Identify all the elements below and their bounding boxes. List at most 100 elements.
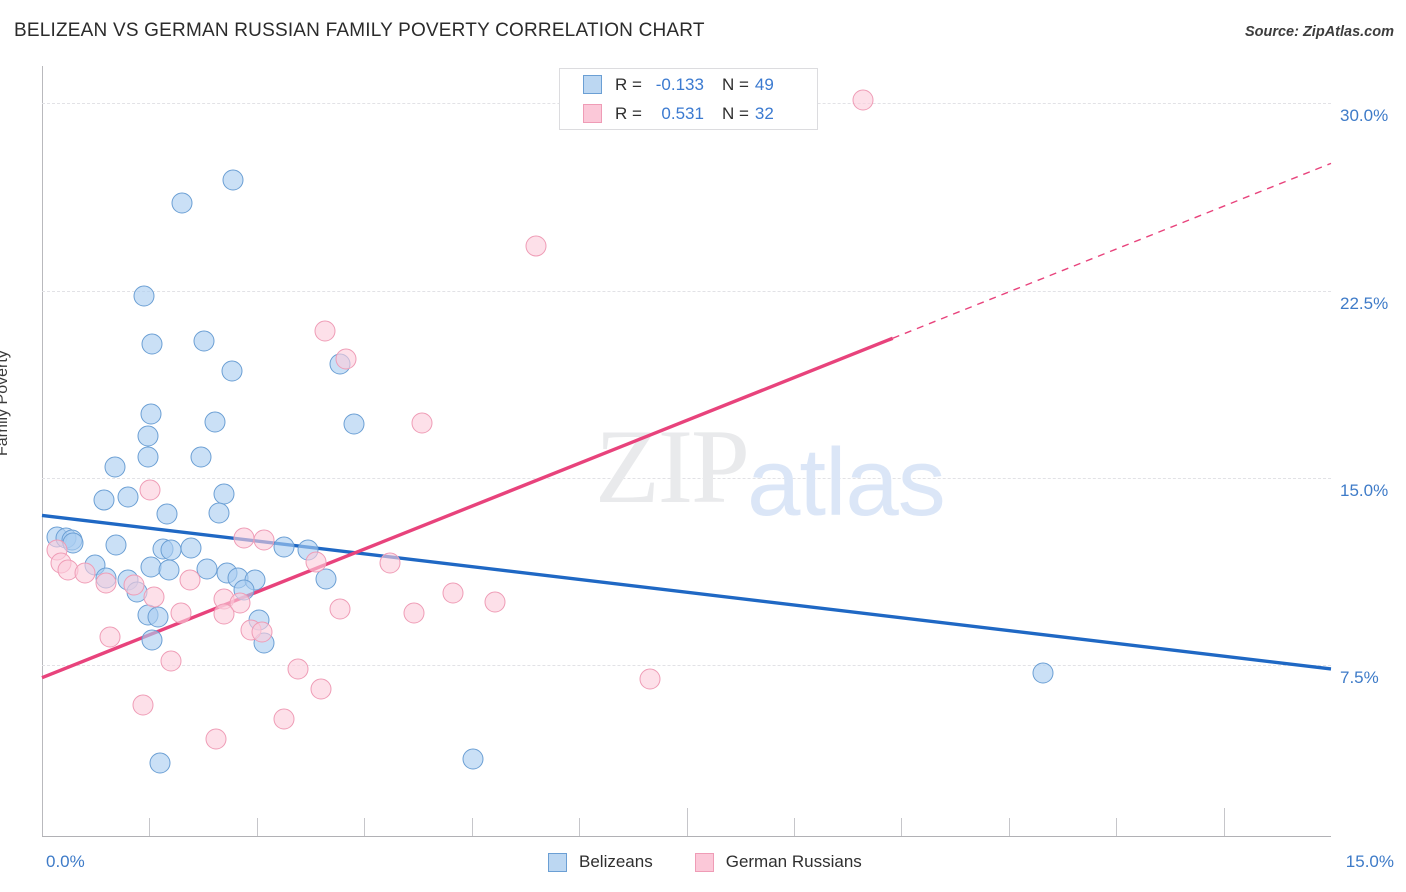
scatter-point xyxy=(137,425,159,447)
scatter-point xyxy=(99,626,121,647)
gridline xyxy=(42,665,1331,667)
scatter-point xyxy=(149,752,171,774)
stats-r-label-blue: R = xyxy=(615,74,642,94)
scatter-point xyxy=(852,89,874,111)
stats-r-label-pink: R = xyxy=(615,103,642,123)
page-title: BELIZEAN VS GERMAN RUSSIAN FAMILY POVERT… xyxy=(14,20,705,41)
legend-swatch xyxy=(548,852,567,872)
legend-label: Belizeans xyxy=(579,852,653,871)
scatter-point xyxy=(305,551,327,573)
scatter-point xyxy=(140,403,162,425)
scatter-point xyxy=(180,537,202,559)
scatter-point xyxy=(117,486,139,508)
scatter-point xyxy=(379,552,401,574)
scatter-point xyxy=(171,192,193,214)
y-axis-line xyxy=(42,66,43,836)
plot-area: ZIP atlas xyxy=(41,66,1332,836)
scatter-point xyxy=(93,489,115,511)
x-axis-line xyxy=(42,836,1331,837)
scatter-point xyxy=(143,586,165,608)
scatter-point xyxy=(190,446,212,468)
scatter-point xyxy=(95,572,117,594)
scatter-point xyxy=(403,602,425,624)
scatter-point xyxy=(123,574,145,596)
scatter-point xyxy=(639,668,661,690)
stats-r-value-blue: -0.133 xyxy=(655,74,704,94)
scatter-point xyxy=(179,569,201,591)
scatter-point xyxy=(193,330,215,352)
scatter-point xyxy=(141,333,163,355)
scatter-point xyxy=(213,603,235,625)
stats-n-value-blue: 49 xyxy=(754,74,774,94)
scatter-point xyxy=(525,235,547,257)
scatter-point xyxy=(139,479,161,501)
scatter-point xyxy=(315,568,337,590)
scatter-point xyxy=(287,658,309,680)
stats-n-label-pink: N = xyxy=(721,103,749,123)
legend-label: German Russians xyxy=(725,852,862,871)
scatter-point xyxy=(221,360,243,382)
correlation-stats-legend: R = -0.133 N = 49 R = 0.531 N = 32 xyxy=(559,68,818,130)
scatter-point xyxy=(233,527,255,549)
trend-line-german-russians-extrapolated xyxy=(892,162,1332,339)
scatter-point xyxy=(411,412,433,434)
x-axis-tick xyxy=(471,818,473,836)
x-axis-min-label: 0.0% xyxy=(46,852,85,871)
scatter-point xyxy=(170,602,192,624)
stats-n-value-pink: 32 xyxy=(754,103,774,123)
scatter-point xyxy=(484,591,506,613)
scatter-point xyxy=(273,708,295,730)
scatter-point xyxy=(158,559,180,581)
scatter-point xyxy=(310,678,332,700)
scatter-point xyxy=(204,411,226,433)
scatter-point xyxy=(156,503,178,525)
scatter-point xyxy=(105,534,127,556)
y-axis-tick-label: 7.5% xyxy=(1340,668,1379,688)
gridline xyxy=(42,290,1331,292)
x-axis-tick xyxy=(256,818,258,836)
gridline xyxy=(42,477,1331,479)
scatter-point xyxy=(205,728,227,750)
stats-swatch-blue xyxy=(583,75,602,94)
scatter-point xyxy=(133,285,155,307)
x-axis-tick xyxy=(793,818,795,836)
y-axis-tick-label: 30.0% xyxy=(1340,106,1389,126)
scatter-point xyxy=(104,456,126,478)
stats-swatch-pink xyxy=(583,104,602,123)
x-axis-tick xyxy=(1223,808,1225,836)
x-axis-max-label: 15.0% xyxy=(1345,852,1394,871)
scatter-point xyxy=(160,650,182,672)
x-axis-tick xyxy=(149,818,151,836)
scatter-point xyxy=(253,529,275,551)
scatter-point xyxy=(74,562,96,584)
x-axis-tick xyxy=(901,818,903,836)
y-axis-title: Family Poverty xyxy=(0,350,11,456)
stats-row-belizeans: R = -0.133 N = 49 xyxy=(560,69,817,100)
legend-swatch xyxy=(694,852,714,872)
y-axis-tick-label: 22.5% xyxy=(1340,293,1389,313)
scatter-point xyxy=(160,539,182,561)
scatter-point xyxy=(141,629,163,651)
scatter-point xyxy=(251,621,273,642)
legend-item-german-russians[interactable]: German Russians xyxy=(694,852,862,872)
scatter-point xyxy=(335,348,357,370)
scatter-point xyxy=(1032,662,1054,684)
scatter-point xyxy=(137,446,159,468)
scatter-point xyxy=(208,502,230,524)
legend-item-belizeans[interactable]: Belizeans xyxy=(548,852,653,872)
x-axis-tick xyxy=(686,808,688,836)
stats-row-german-russians: R = 0.531 N = 32 xyxy=(560,98,817,129)
scatter-point xyxy=(442,582,464,604)
scatter-point xyxy=(462,748,484,770)
scatter-point xyxy=(343,413,365,435)
y-axis-tick-label: 15.0% xyxy=(1340,480,1389,500)
x-axis-tick xyxy=(579,818,581,836)
x-axis-tick xyxy=(1008,818,1010,836)
scatter-point xyxy=(273,536,295,558)
stats-n-label-blue: N = xyxy=(721,74,749,94)
scatter-point xyxy=(229,592,251,614)
scatter-point xyxy=(222,169,244,191)
x-axis-tick xyxy=(364,818,366,836)
series-legend: Belizeans German Russians xyxy=(548,852,862,872)
